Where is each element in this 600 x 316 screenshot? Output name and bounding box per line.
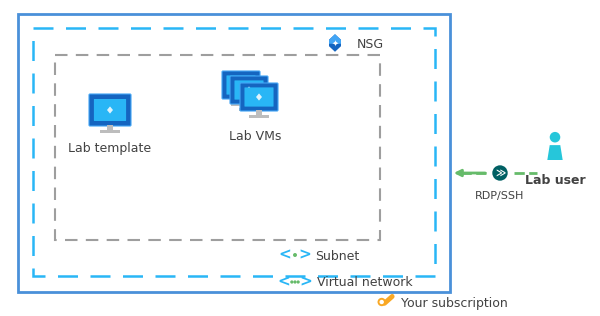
Polygon shape — [547, 145, 563, 160]
Circle shape — [493, 165, 508, 181]
Text: >: > — [299, 275, 312, 289]
Circle shape — [377, 298, 386, 306]
Circle shape — [296, 280, 300, 284]
Text: Lab user: Lab user — [524, 174, 586, 187]
FancyBboxPatch shape — [222, 71, 260, 99]
FancyBboxPatch shape — [94, 99, 126, 121]
FancyBboxPatch shape — [230, 76, 268, 104]
Bar — [55, 55, 380, 240]
Circle shape — [550, 132, 560, 143]
Polygon shape — [329, 34, 341, 52]
Text: Lab VMs: Lab VMs — [229, 130, 281, 143]
Text: ✦: ✦ — [331, 39, 338, 47]
Text: Lab template: Lab template — [68, 142, 152, 155]
Bar — [249, 115, 269, 118]
FancyBboxPatch shape — [89, 94, 131, 126]
Bar — [100, 130, 120, 133]
Bar — [107, 125, 113, 130]
Polygon shape — [256, 94, 262, 100]
Text: ≫: ≫ — [495, 168, 505, 178]
Text: <: < — [279, 247, 292, 263]
Circle shape — [380, 300, 384, 304]
Bar — [33, 28, 435, 276]
Text: RDP/SSH: RDP/SSH — [475, 191, 524, 201]
FancyBboxPatch shape — [235, 80, 263, 100]
Polygon shape — [107, 106, 113, 113]
Text: <: < — [278, 275, 290, 289]
Bar — [256, 110, 262, 115]
Circle shape — [290, 280, 293, 284]
Text: NSG: NSG — [357, 39, 384, 52]
Text: Your subscription: Your subscription — [401, 297, 508, 311]
Polygon shape — [329, 34, 341, 44]
Bar — [238, 98, 244, 103]
Polygon shape — [246, 86, 252, 94]
Bar — [18, 14, 450, 292]
Text: Subnet: Subnet — [315, 250, 359, 263]
FancyBboxPatch shape — [244, 88, 274, 106]
Bar — [246, 103, 252, 108]
Circle shape — [293, 253, 297, 257]
Bar — [231, 103, 251, 106]
Bar — [239, 108, 259, 111]
Text: >: > — [299, 247, 311, 263]
Circle shape — [293, 280, 296, 284]
Text: Virtual network: Virtual network — [317, 276, 413, 289]
FancyBboxPatch shape — [226, 76, 256, 94]
FancyBboxPatch shape — [240, 83, 278, 111]
Polygon shape — [238, 82, 244, 88]
